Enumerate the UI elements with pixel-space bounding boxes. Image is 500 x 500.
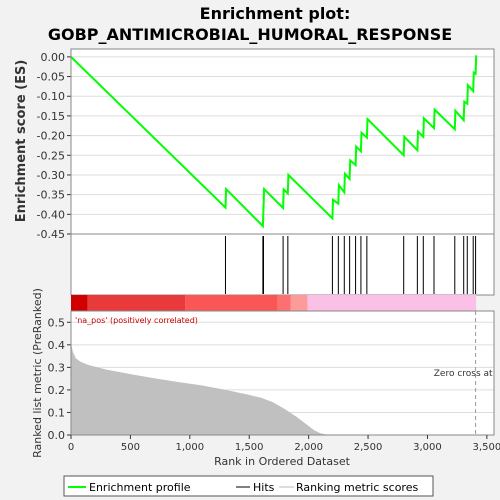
metric-y-tick-label: 0.2 (48, 384, 66, 397)
x-tick-label: 2,000 (294, 442, 323, 453)
es-line-group (70, 55, 478, 229)
metric-y-tick-label: 0.3 (48, 361, 66, 374)
legend-hits-label: Hits (253, 481, 275, 494)
zero-cross-label: Zero cross at (434, 369, 493, 379)
x-tick-label: 500 (121, 442, 140, 453)
es-y-ticks: 0.00 -0.05 -0.10 -0.15 -0.20 -0.25 -0.30 -0.35 -… (37, 51, 71, 241)
metric-y-tick-label: 0.1 (48, 406, 66, 419)
es-y-tick-label: -0.30 (37, 169, 65, 182)
positive-correlation-label: 'na_pos' (positively correlated) (75, 316, 198, 325)
x-axis-label: Rank in Ordered Dataset (214, 455, 351, 468)
heatmap-segment (277, 295, 291, 311)
zero-cross-group: Zero cross at (434, 311, 493, 435)
chart-title-line1: Enrichment plot: (200, 4, 351, 23)
ranking-metric-area (71, 342, 477, 435)
metric-y-tick-label: 0.4 (48, 339, 66, 352)
heatmap-segment (185, 295, 278, 311)
chart-title-line2: GOBP_ANTIMICROBIAL_HUMORAL_RESPONSE (48, 25, 452, 44)
x-tick-label: 3,000 (413, 442, 442, 453)
metric-panel-frame (70, 310, 495, 436)
es-y-tick-label: -0.05 (37, 71, 65, 84)
x-tick-label: 1,000 (175, 442, 204, 453)
x-ticks: 0 500 1,000 1,500 2,000 2,500 3,000 3,500 (68, 435, 500, 453)
heatmap-segment (87, 295, 186, 311)
x-tick-label: 0 (68, 442, 74, 453)
metric-y-axis-label: Ranked list metric (PreRanked) (31, 288, 44, 458)
metric-y-tick-label: 0.5 (48, 316, 66, 329)
es-y-tick-label: -0.35 (37, 189, 65, 202)
x-tick-label: 1,500 (235, 442, 264, 453)
heatmap-segment (290, 295, 308, 311)
es-y-tick-label: -0.40 (37, 208, 65, 221)
heatmap-segment (307, 295, 477, 311)
es-y-tick-label: -0.45 (37, 228, 65, 241)
legend-enrichment-label: Enrichment profile (89, 481, 191, 494)
es-y-tick-label: -0.10 (37, 90, 65, 103)
es-y-axis-label: Enrichment score (ES) (14, 60, 29, 223)
enrichment-profile-line (70, 55, 478, 229)
legend-box (63, 475, 434, 497)
x-tick-label: 3,500 (473, 442, 500, 453)
metric-area-group (71, 342, 477, 435)
es-y-tick-label: -0.20 (37, 130, 65, 143)
hit-marks-group (224, 236, 477, 294)
x-tick-label: 2,500 (354, 442, 383, 453)
es-y-tick-label: 0.00 (41, 51, 66, 64)
es-y-tick-label: -0.15 (37, 110, 65, 123)
metric-y-ticks: 0.0 0.1 0.2 0.3 0.4 0.5 (48, 316, 71, 442)
metric-y-tick-label: 0.0 (48, 429, 66, 442)
heatmap-segment (71, 295, 88, 311)
hits-panel-background (71, 234, 494, 295)
es-y-tick-label: -0.25 (37, 149, 65, 162)
rank-heatmap-bar (71, 295, 477, 311)
legend-metric-label: Ranking metric scores (296, 481, 418, 494)
